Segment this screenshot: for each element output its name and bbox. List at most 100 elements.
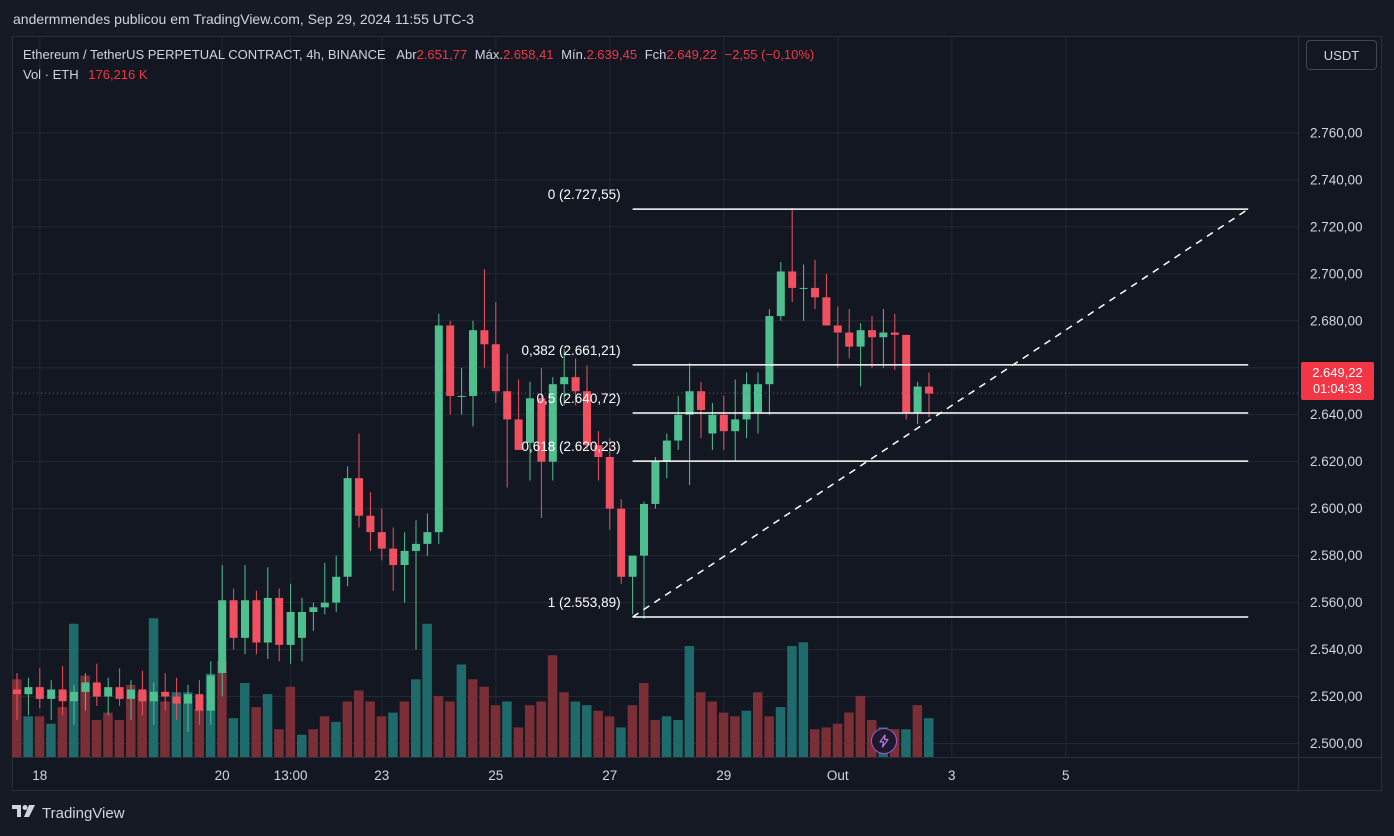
volume-bar bbox=[810, 729, 820, 757]
lightning-icon[interactable] bbox=[871, 728, 897, 754]
volume-bar bbox=[684, 646, 695, 757]
volume-bar bbox=[137, 692, 147, 757]
candle-body bbox=[332, 576, 341, 603]
volume-bar bbox=[91, 720, 102, 757]
candle-body bbox=[58, 689, 67, 702]
legend-symbol[interactable]: Ethereum / TetherUS PERPETUAL CONTRACT, … bbox=[23, 47, 386, 62]
x-tick-label: 13:00 bbox=[274, 768, 308, 783]
volume-bar bbox=[536, 701, 546, 757]
candle-body bbox=[605, 456, 614, 509]
candle-body bbox=[651, 461, 660, 504]
candle-body bbox=[446, 325, 455, 396]
volume-bar bbox=[627, 705, 638, 757]
candle-body bbox=[742, 384, 751, 420]
volume-bar bbox=[103, 712, 113, 757]
volume-bar bbox=[331, 721, 341, 757]
y-tick-label: 2.580,00 bbox=[1310, 548, 1363, 563]
footer-brand-text: TradingView bbox=[42, 804, 125, 822]
candle-body bbox=[127, 689, 135, 699]
volume-bar bbox=[707, 701, 717, 757]
legend-close-value: 2.649,22 bbox=[666, 47, 717, 62]
currency-button[interactable]: USDT bbox=[1306, 40, 1377, 70]
candle-body bbox=[218, 600, 227, 674]
candle-body bbox=[366, 515, 375, 533]
y-tick-label: 2.680,00 bbox=[1310, 313, 1363, 328]
candle-body bbox=[662, 440, 671, 462]
candle-body bbox=[309, 607, 318, 612]
candle-body bbox=[275, 597, 284, 645]
volume-bar bbox=[821, 727, 831, 757]
volume-bar bbox=[547, 655, 558, 757]
top-bar: andermmendes publicou em TradingView.com… bbox=[0, 0, 1394, 36]
volume-bar bbox=[297, 734, 307, 757]
volume-bar bbox=[798, 642, 809, 757]
candle-body bbox=[35, 687, 44, 699]
candle-body bbox=[879, 332, 888, 338]
candle-body bbox=[24, 687, 33, 695]
candle-body bbox=[890, 332, 899, 335]
candle-body bbox=[868, 330, 876, 338]
x-tick-label: 18 bbox=[32, 768, 47, 783]
volume-bar bbox=[787, 646, 797, 757]
x-tick-label: 5 bbox=[1062, 768, 1070, 783]
candle-body bbox=[355, 478, 363, 516]
footer-brand[interactable]: TradingView bbox=[12, 804, 125, 822]
volume-bar bbox=[365, 701, 375, 757]
candle-body bbox=[902, 334, 911, 413]
candle-body bbox=[799, 287, 808, 289]
x-tick-label: Out bbox=[827, 768, 849, 783]
volume-bar bbox=[194, 708, 204, 757]
candle-body bbox=[754, 384, 762, 413]
volume-bar bbox=[844, 712, 854, 757]
y-tick-label: 2.560,00 bbox=[1310, 595, 1363, 610]
candle-body bbox=[149, 691, 158, 702]
candle-body bbox=[81, 682, 90, 692]
candle-body bbox=[377, 532, 386, 549]
volume-bar bbox=[285, 686, 296, 757]
volume-bar bbox=[764, 716, 774, 757]
volume-bar bbox=[46, 723, 56, 757]
volume-bar bbox=[171, 692, 182, 757]
candle-body bbox=[480, 330, 489, 345]
candle-body bbox=[491, 344, 500, 392]
candle-body bbox=[252, 600, 261, 643]
last-price-value: 2.649,22 bbox=[1312, 365, 1363, 380]
y-tick-label: 2.740,00 bbox=[1310, 172, 1363, 187]
volume-bar bbox=[433, 695, 444, 757]
candle-body bbox=[925, 386, 933, 394]
volume-bar bbox=[23, 716, 33, 757]
candle-body bbox=[172, 696, 181, 704]
legend-high-value: 2.658,41 bbox=[502, 47, 554, 62]
volume-bar bbox=[696, 692, 706, 757]
candle-body bbox=[184, 694, 192, 704]
candle-body bbox=[514, 419, 523, 450]
candle-body bbox=[70, 691, 78, 702]
legend-change-value: −2,55 (−0,10%) bbox=[724, 47, 815, 62]
legend-open-value: 2.651,77 bbox=[416, 47, 468, 62]
volume-bar bbox=[570, 701, 581, 757]
fib-level-label: 0,382 (2.661,21) bbox=[522, 343, 621, 358]
fib-level-label: 0,5 (2.640,72) bbox=[537, 391, 621, 406]
candle-body bbox=[674, 414, 683, 441]
volume-bar bbox=[490, 705, 501, 757]
candle-body bbox=[286, 611, 295, 645]
candle-body bbox=[548, 384, 557, 462]
volume-bar bbox=[319, 716, 330, 757]
candle-body bbox=[503, 391, 512, 420]
candle-body bbox=[731, 419, 740, 432]
volume-bar bbox=[160, 701, 170, 757]
y-tick-label: 2.500,00 bbox=[1310, 736, 1363, 751]
x-tick-label: 27 bbox=[602, 768, 617, 783]
candle-body bbox=[195, 694, 204, 711]
y-tick-label: 2.520,00 bbox=[1310, 689, 1363, 704]
x-tick-label: 23 bbox=[374, 768, 389, 783]
volume-bar bbox=[445, 701, 455, 757]
volume-bar bbox=[855, 695, 866, 757]
volume-bar bbox=[217, 660, 227, 757]
volume-bar bbox=[661, 716, 672, 757]
legend-volume-label[interactable]: Vol · ETH bbox=[23, 67, 79, 82]
candle-body bbox=[13, 689, 21, 695]
y-tick-label: 2.700,00 bbox=[1310, 266, 1363, 281]
legend-close-label: Fch bbox=[644, 47, 667, 62]
